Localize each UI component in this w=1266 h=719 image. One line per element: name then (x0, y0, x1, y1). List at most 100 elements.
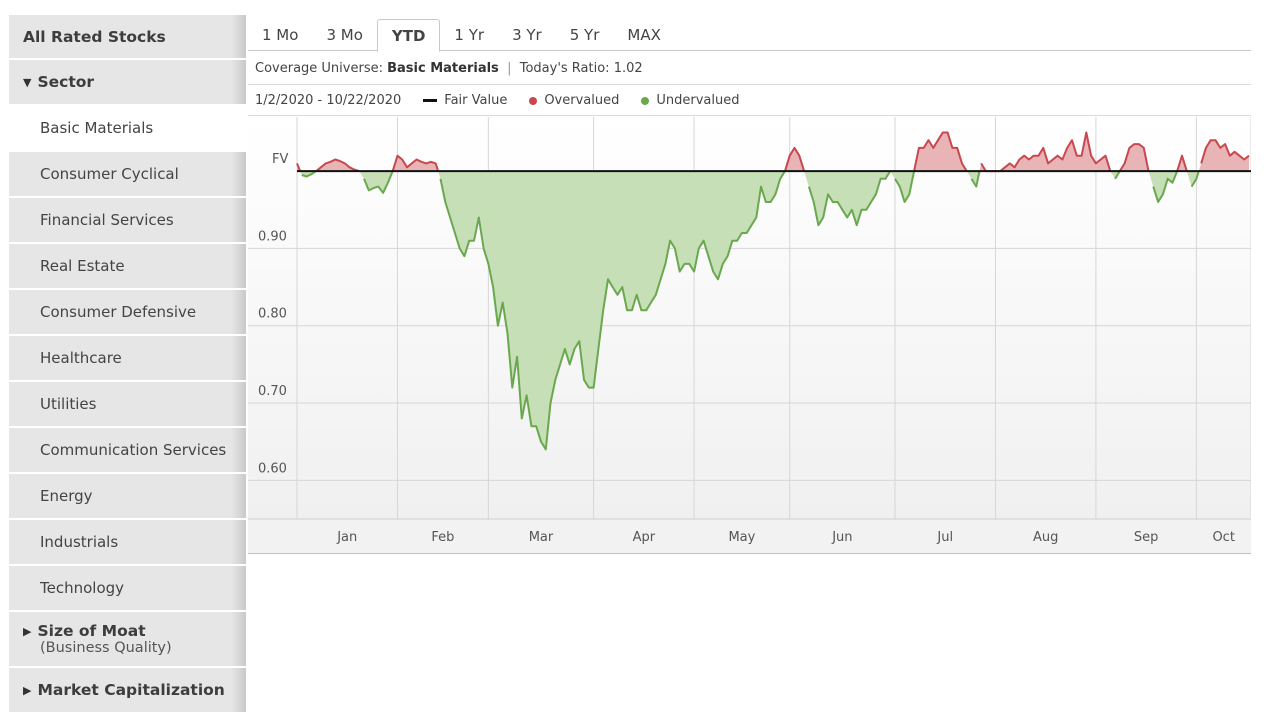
x-tick-label: Jan (336, 530, 357, 545)
overvalued-line (1118, 143, 1150, 172)
tab-1-mo[interactable]: 1 Mo (262, 26, 299, 44)
market-cap-toggle[interactable]: ▶ Market Capitalization (9, 668, 246, 714)
undervalued-line (807, 170, 892, 227)
overvalued-line (391, 154, 440, 172)
coverage-value: Basic Materials (387, 60, 499, 76)
x-tick-label: Jun (831, 530, 852, 545)
all-rated-stocks-label: All Rated Stocks (23, 27, 166, 46)
overvalued-line (1200, 139, 1250, 164)
sector-title: Sector (37, 73, 95, 91)
overvalued-area (1198, 140, 1249, 172)
undervalued-area (1110, 171, 1120, 179)
sidebar-item-technology[interactable]: Technology (9, 566, 246, 612)
overvalued-area (979, 132, 1111, 172)
undervalued-line (894, 170, 916, 203)
coverage-label: Coverage Universe: (255, 60, 383, 76)
sidebar-item-label: Consumer Defensive (40, 303, 197, 321)
x-tick-label: Jul (936, 530, 953, 545)
fair-value-line-icon (423, 99, 438, 102)
overvalued-line (315, 158, 360, 173)
sidebar: All Rated Stocks ▼ Sector Basic Material… (9, 15, 246, 714)
legend-undervalued: Undervalued (641, 93, 739, 108)
sidebar-item-consumer-defensive[interactable]: Consumer Defensive (9, 290, 246, 336)
overvalued-area (297, 163, 301, 172)
sidebar-item-label: Communication Services (40, 441, 227, 459)
sidebar-item-communication-services[interactable]: Communication Services (9, 428, 246, 474)
undervalued-area (1148, 171, 1178, 202)
coverage-info: Coverage Universe: Basic Materials | Tod… (248, 52, 1251, 85)
y-tick-label: 0.90 (258, 229, 287, 244)
legend-fair-value-label: Fair Value (444, 93, 508, 108)
undervalued-area (804, 171, 891, 226)
y-tick-label: 0.80 (258, 307, 287, 322)
price-fair-value-chart[interactable]: 0.60 0.70 0.80 0.90 FV Jan Feb Mar Apr May Jun Jul A… (248, 117, 1251, 554)
triangle-down-icon: ▼ (23, 75, 32, 89)
sidebar-item-label: Healthcare (40, 349, 122, 367)
undervalued-line (1190, 170, 1200, 188)
sidebar-item-utilities[interactable]: Utilities (9, 382, 246, 428)
x-tick-label: Oct (1212, 530, 1234, 545)
x-tick-label: Feb (431, 530, 454, 545)
size-of-moat-toggle[interactable]: ▶ Size of Moat (Business Quality) (9, 612, 246, 668)
triangle-right-icon: ▶ (23, 624, 32, 638)
sidebar-item-label: Technology (40, 579, 125, 597)
x-tick-label: Mar (529, 530, 554, 545)
y-tick-label: 0.60 (258, 461, 287, 476)
sidebar-item-financial-services[interactable]: Financial Services (9, 198, 246, 244)
x-tick-label: Sep (1134, 530, 1159, 545)
undervalued-area (1186, 171, 1199, 187)
date-range: 1/2/2020 - 10/22/2020 (255, 93, 402, 108)
tab-1-yr[interactable]: 1 Yr (454, 26, 485, 44)
sidebar-item-consumer-cyclical[interactable]: Consumer Cyclical (9, 152, 246, 198)
overvalued-area (914, 132, 967, 172)
tab-max[interactable]: MAX (627, 26, 661, 44)
overvalued-line (296, 163, 302, 172)
sidebar-item-label: Financial Services (40, 211, 174, 229)
overvalued-line (913, 131, 968, 172)
overvalued-line (1176, 154, 1188, 172)
tab-ytd[interactable]: YTD (376, 19, 441, 52)
sidebar-item-energy[interactable]: Energy (9, 474, 246, 520)
tab-3-yr[interactable]: 3 Yr (512, 26, 542, 44)
sidebar-item-label: Consumer Cyclical (40, 165, 179, 183)
overvalued-area (785, 147, 805, 172)
sidebar-item-label: Real Estate (40, 257, 125, 275)
sidebar-item-industrials[interactable]: Industrials (9, 520, 246, 566)
x-tick-label: May (728, 530, 755, 545)
y-tick-label: 0.70 (258, 384, 287, 399)
x-axis-band (248, 519, 1251, 554)
legend-undervalued-label: Undervalued (656, 93, 740, 108)
undervalued-line (1114, 170, 1121, 180)
ratio-value: 1.02 (613, 60, 643, 76)
moat-subtitle: (Business Quality) (40, 640, 172, 656)
sector-toggle[interactable]: ▼ Sector (9, 60, 246, 106)
tab-5-yr[interactable]: 5 Yr (569, 26, 600, 44)
undervalued-line (970, 170, 981, 188)
overvalued-line (980, 131, 1112, 173)
chart-svg: 0.60 0.70 0.80 0.90 FV Jan Feb Mar Apr May Jun Jul A… (248, 117, 1251, 554)
x-tick-label: Apr (633, 530, 656, 545)
sidebar-item-label: Industrials (40, 533, 119, 551)
overvalued-line (784, 146, 806, 172)
tab-3-mo[interactable]: 3 Mo (326, 26, 363, 44)
triangle-right-icon: ▶ (23, 683, 32, 697)
legend-fair-value: Fair Value (423, 93, 507, 108)
sidebar-item-label: Utilities (40, 395, 97, 413)
market-cap-title: Market Capitalization (37, 681, 225, 699)
undervalued-line (1152, 170, 1179, 203)
ratio-label: Today's Ratio: (519, 60, 610, 76)
y-tick-label: FV (272, 152, 288, 167)
overvalued-area (316, 159, 360, 172)
sidebar-item-real-estate[interactable]: Real Estate (9, 244, 246, 290)
undervalued-line (439, 170, 786, 451)
x-tick-label: Aug (1033, 530, 1058, 545)
all-rated-stocks-link[interactable]: All Rated Stocks (9, 15, 246, 60)
sidebar-item-basic-materials[interactable]: Basic Materials (9, 106, 246, 152)
undervalued-line (363, 170, 394, 194)
separator: | (507, 60, 512, 76)
sidebar-item-label: Basic Materials (40, 119, 154, 137)
chart-legend: 1/2/2020 - 10/22/2020 Fair Value Overval… (248, 86, 1251, 116)
green-dot-icon (641, 96, 650, 105)
sidebar-item-healthcare[interactable]: Healthcare (9, 336, 246, 382)
undervalued-line (301, 170, 317, 178)
